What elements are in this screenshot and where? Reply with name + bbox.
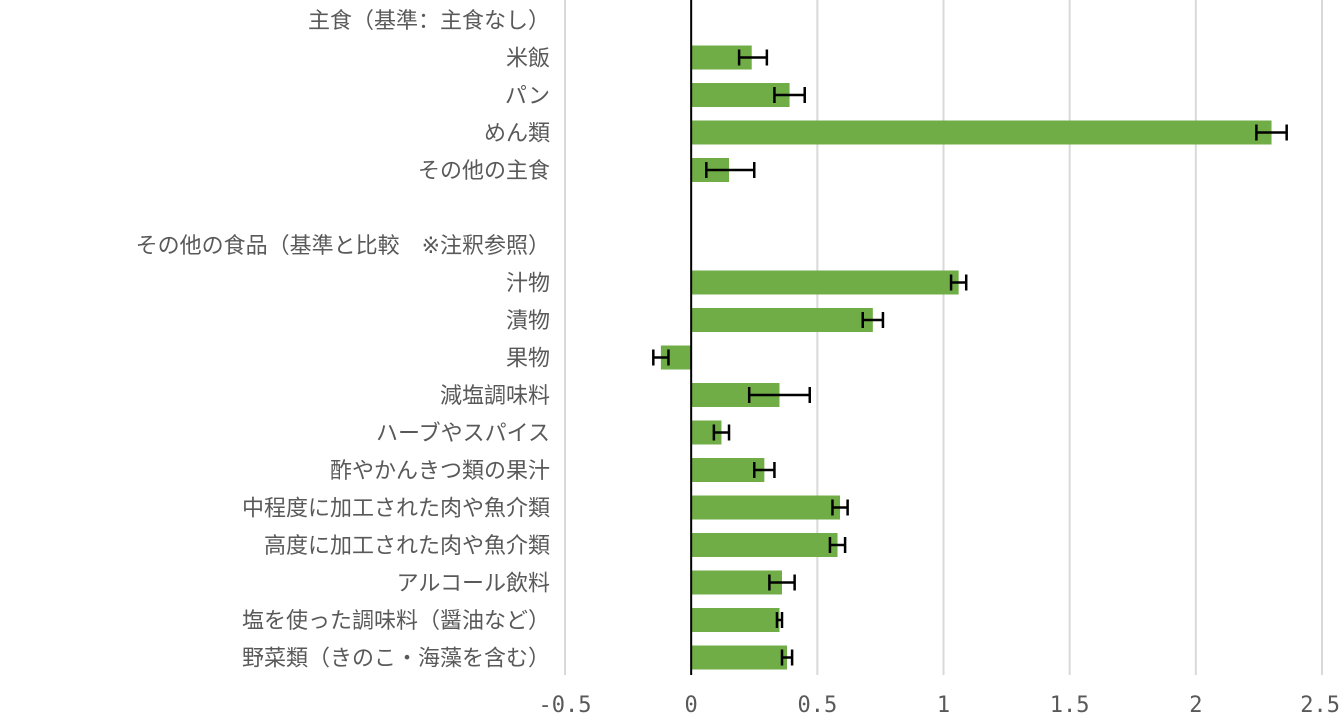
bar-7 — [691, 270, 959, 295]
error-bar-16 — [775, 612, 784, 628]
bar-14 — [691, 533, 838, 557]
error-bar-12 — [753, 462, 776, 478]
category-label-10: 減塩調味料 — [440, 384, 550, 409]
x-tick-label-5: 2 — [1189, 693, 1202, 718]
x-tick-label-4: 1.5 — [1050, 693, 1090, 718]
category-label-2: パン — [505, 84, 550, 109]
x-tick-label-6: 2.5 — [1300, 693, 1340, 718]
bar-17 — [691, 645, 788, 670]
category-label-1: 米飯 — [506, 47, 550, 72]
category-label-12: 酢やかんきつ類の果汁 — [330, 459, 550, 484]
error-bar-10 — [747, 387, 812, 403]
bar-16 — [691, 608, 780, 632]
error-bars — [652, 49, 1288, 666]
bar-13 — [691, 495, 841, 520]
error-bar-8 — [861, 312, 885, 328]
bar-2 — [691, 83, 790, 107]
x-tick-labels: -0.5 0 0.5 1 1.5 2 2.5 — [539, 693, 1340, 718]
error-bar-9 — [652, 349, 670, 366]
category-label-0: 主食（基準：主食なし） — [308, 9, 550, 34]
category-label-15: アルコール飲料 — [397, 572, 550, 597]
error-bar-11 — [712, 424, 731, 441]
error-bar-14 — [828, 537, 847, 553]
bar-8 — [691, 308, 873, 332]
category-label-9: 果物 — [506, 347, 550, 372]
category-label-6: その他の食品（基準と比較 ※注釈参照） — [136, 234, 550, 259]
error-bar-15 — [768, 574, 796, 591]
error-bar-4 — [705, 162, 756, 178]
x-tick-label-2: 0.5 — [797, 693, 837, 718]
category-label-3: めん類 — [484, 122, 550, 147]
bars — [660, 45, 1272, 670]
bar-3 — [691, 120, 1272, 145]
error-bar-13 — [831, 499, 849, 516]
bar-15 — [691, 570, 783, 595]
x-tick-label-1: 0 — [685, 693, 698, 718]
category-label-11: ハーブやスパイス — [376, 422, 550, 447]
gridlines — [564, 0, 1323, 675]
category-label-16: 塩を使った調味料（醤油など） — [242, 609, 550, 634]
bar-12 — [691, 458, 765, 482]
category-label-7: 汁物 — [506, 272, 550, 297]
category-label-8: 漬物 — [506, 309, 550, 334]
x-tick-label-0: -0.5 — [539, 693, 592, 718]
error-bar-17 — [780, 649, 794, 666]
error-bar-1 — [737, 49, 769, 66]
error-bar-2 — [773, 87, 806, 103]
category-label-14: 高度に加工された肉や魚介類 — [264, 534, 550, 559]
error-bar-3 — [1255, 124, 1288, 141]
category-label-4: その他の主食 — [418, 159, 550, 184]
error-bar-7 — [949, 274, 968, 291]
category-label-13: 中程度に加工された肉や魚介類 — [242, 497, 550, 522]
x-tick-label-3: 1 — [937, 693, 950, 718]
category-label-17: 野菜類（きのこ・海藻を含む） — [242, 647, 550, 672]
